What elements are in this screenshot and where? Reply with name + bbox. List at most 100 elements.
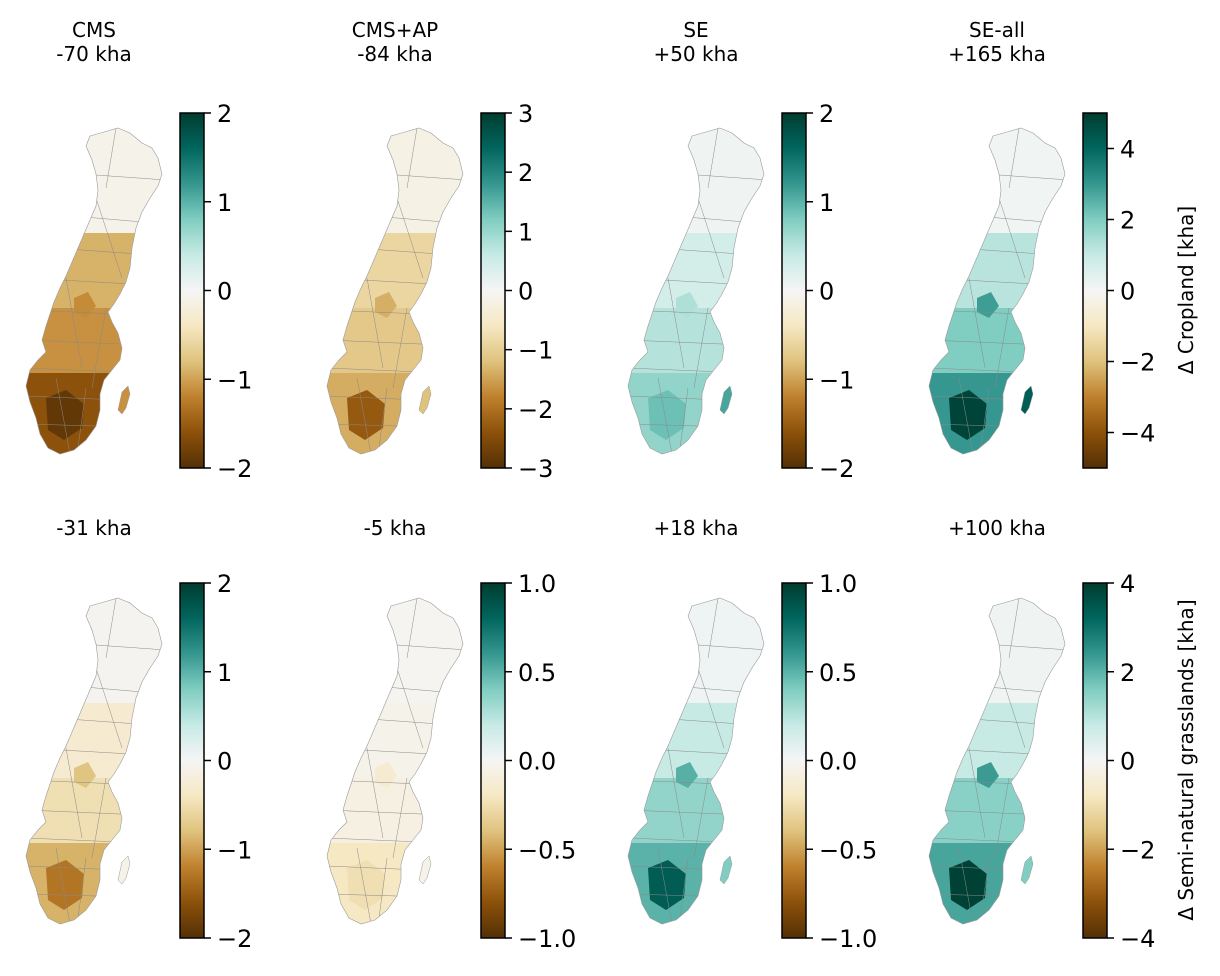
map-region-central <box>327 233 463 308</box>
colorbar-tick-label: 1 <box>217 189 232 217</box>
map-region-cluster <box>676 292 698 318</box>
map-region-peak <box>46 390 84 440</box>
sweden-map <box>26 128 162 454</box>
map-outline <box>627 127 765 455</box>
map-region-east <box>327 308 463 373</box>
map-region-cluster <box>375 762 397 788</box>
colorbar-tick-label: −1 <box>819 366 854 394</box>
colorbar-tick-label: 0 <box>518 278 533 306</box>
panel-title-line: -70 kha <box>56 42 132 66</box>
sweden-map <box>327 598 463 924</box>
colorbar-tick-label: 1 <box>819 189 834 217</box>
colorbar: 2 1 0 −1 −2 <box>179 100 252 483</box>
colorbar-tick-label: −2 <box>1120 836 1155 864</box>
map-region-central <box>628 703 764 778</box>
map-region-central <box>929 703 1065 778</box>
map-island-gotland <box>418 385 432 415</box>
map-island-gotland <box>117 855 131 885</box>
colorbar-tick-label: −4 <box>1120 420 1155 448</box>
colorbar-tick-label: −1 <box>518 337 553 365</box>
colorbar-tick-label: 0.5 <box>518 659 556 687</box>
map-region-cluster <box>977 762 999 788</box>
map-region-peak <box>648 390 686 440</box>
colorbar: 4 2 0 −2 −4 <box>1082 112 1155 469</box>
map-island-gotland <box>1020 855 1034 885</box>
map-region-east <box>929 308 1065 373</box>
colorbar-tick-label: −2 <box>217 925 252 953</box>
colorbar-tick-label: 3 <box>518 100 533 128</box>
panel-title-line: +100 kha <box>948 516 1046 540</box>
panel-2 <box>627 127 765 455</box>
map-region-cluster <box>977 292 999 318</box>
map-island-gotland <box>719 385 733 415</box>
map-region-central <box>929 233 1065 308</box>
panel-1 <box>326 127 464 455</box>
colorbar-tick-label: 0 <box>217 748 232 776</box>
colorbar-tick-label: 1.0 <box>819 570 857 598</box>
row-axis-label: Δ Cropland [kha] <box>1174 206 1198 374</box>
panel-title-line: +18 kha <box>653 516 738 540</box>
sweden-map <box>628 598 764 924</box>
map-island-gotland <box>117 385 131 415</box>
map-region-peak <box>949 860 987 910</box>
panel-title-line: SE <box>683 18 708 42</box>
map-outline <box>326 127 464 455</box>
colorbar-tick-label: 0 <box>217 278 232 306</box>
map-region-east <box>26 778 162 843</box>
colorbar-tick-label: 2 <box>217 570 232 598</box>
map-region-central <box>628 233 764 308</box>
colorbar-ramp <box>1082 582 1108 939</box>
panel-5 <box>326 597 464 925</box>
panel-title-line: -5 kha <box>364 516 427 540</box>
colorbar: 2 1 0 −1 −2 <box>781 100 854 483</box>
colorbar-tick-label: −2 <box>217 455 252 483</box>
map-region-east <box>26 308 162 373</box>
sweden-map <box>26 598 162 924</box>
map-region-east <box>929 778 1065 843</box>
sweden-map <box>327 128 463 454</box>
panel-title-line: CMS <box>72 18 116 42</box>
panel-4 <box>25 597 163 925</box>
map-outline <box>25 597 163 925</box>
colorbar-tick-label: 0 <box>1120 278 1135 306</box>
map-region-peak <box>347 860 385 910</box>
colorbar-tick-label: 2 <box>518 159 533 187</box>
map-outline <box>928 597 1066 925</box>
map-region-peak <box>46 860 84 910</box>
map-region-east <box>628 308 764 373</box>
panel-title-line: +50 kha <box>653 42 738 66</box>
map-island-gotland <box>1020 385 1034 415</box>
colorbar-ramp <box>1082 112 1108 469</box>
colorbar-tick-label: −1 <box>217 366 252 394</box>
sweden-map <box>929 128 1065 454</box>
map-island-gotland <box>719 855 733 885</box>
colorbar-tick-label: 0 <box>1120 748 1135 776</box>
colorbar-tick-label: −0.5 <box>518 836 576 864</box>
map-region-cluster <box>375 292 397 318</box>
map-outline <box>928 127 1066 455</box>
panel-title-line: -31 kha <box>56 516 132 540</box>
colorbar-tick-label: −2 <box>518 396 553 424</box>
colorbar: 1.0 0.5 0.0 −0.5 −1.0 <box>480 570 576 953</box>
colorbar-tick-label: 0 <box>819 278 834 306</box>
colorbar-ramp <box>480 582 506 939</box>
map-region-cluster <box>74 762 96 788</box>
colorbar-tick-label: 2 <box>819 100 834 128</box>
colorbar-tick-label: 4 <box>1120 570 1135 598</box>
panel-7 <box>928 597 1066 925</box>
map-region-peak <box>949 390 987 440</box>
colorbar: 1.0 0.5 0.0 −0.5 −1.0 <box>781 570 877 953</box>
colorbar-tick-label: −1.0 <box>819 925 877 953</box>
colorbar-tick-label: 1 <box>518 218 533 246</box>
colorbar-tick-label: −0.5 <box>819 836 877 864</box>
colorbar-tick-label: 0.5 <box>819 659 857 687</box>
map-region-peak <box>347 390 385 440</box>
colorbar-tick-label: 1 <box>217 659 232 687</box>
panel-title-line: SE-all <box>969 18 1025 42</box>
colorbar-tick-label: −3 <box>518 455 553 483</box>
colorbar-ramp <box>781 582 807 939</box>
colorbar-tick-label: −2 <box>819 455 854 483</box>
colorbar: 4 2 0 −2 −4 <box>1082 570 1155 953</box>
colorbar-tick-label: 1.0 <box>518 570 556 598</box>
